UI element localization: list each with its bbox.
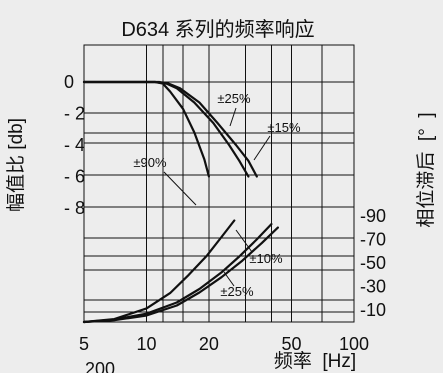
y-left-tick-label: - 4: [64, 135, 85, 155]
annotation-leader: [235, 229, 253, 253]
x-tick-label: 100: [339, 334, 369, 354]
annotation-label: ±10%: [249, 251, 283, 266]
annotation-label: ±15%: [267, 120, 301, 135]
annotation-label: ±25%: [217, 91, 251, 106]
y-left-tick-label: - 2: [64, 104, 85, 124]
x-tick-label: 5: [79, 334, 89, 354]
x-extra-label: 200: [85, 359, 115, 373]
annotation-label: ±90%: [133, 155, 167, 170]
y-right-tick-label: -50: [360, 253, 386, 273]
annotation-leader: [229, 107, 237, 127]
y-left-axis-label: 幅值比 [db]: [5, 118, 27, 212]
annotation-label: ±25%: [220, 284, 254, 299]
annotations: ±25% ±15% ±90% ±10% ±25%: [133, 91, 301, 299]
series-line-phase: [82, 226, 279, 324]
annotation-leader: [253, 135, 271, 161]
x-tick-label: 10: [136, 334, 156, 354]
y-right-tick-labels: -90 -70 -50 -30 -10: [360, 206, 386, 320]
chart-title: D634 系列的频率响应: [121, 18, 314, 41]
y-left-tick-label: - 8: [64, 198, 85, 218]
x-axis-label: 频率 [Hz]: [274, 350, 356, 372]
annotation-leader: [223, 271, 235, 287]
series-line-phase: [82, 219, 236, 324]
plot-grid: [83, 45, 355, 322]
annotation-leaders: [163, 107, 271, 287]
plot-frame: [83, 44, 355, 323]
plot-border: [83, 44, 355, 323]
series-curves: [82, 80, 279, 324]
y-left-tick-label: - 6: [64, 167, 85, 187]
y-left-tick-label: 0: [64, 72, 74, 92]
y-left-tick-labels: 0 - 2 - 4 - 6 - 8: [64, 72, 85, 218]
series-line-amplitude: [82, 80, 258, 178]
x-tick-labels: 5 10 20 50 100: [79, 334, 369, 354]
y-right-tick-label: -70: [360, 229, 386, 249]
y-right-tick-label: -10: [360, 300, 386, 320]
y-right-tick-label: -30: [360, 277, 386, 297]
y-right-axis-label: 相位滞后 [° ]: [415, 112, 437, 227]
series-line-phase: [82, 223, 273, 324]
annotation-leader: [163, 171, 197, 206]
x-tick-label: 50: [282, 334, 302, 354]
x-tick-label: 20: [199, 334, 219, 354]
y-right-tick-label: -90: [360, 206, 386, 226]
